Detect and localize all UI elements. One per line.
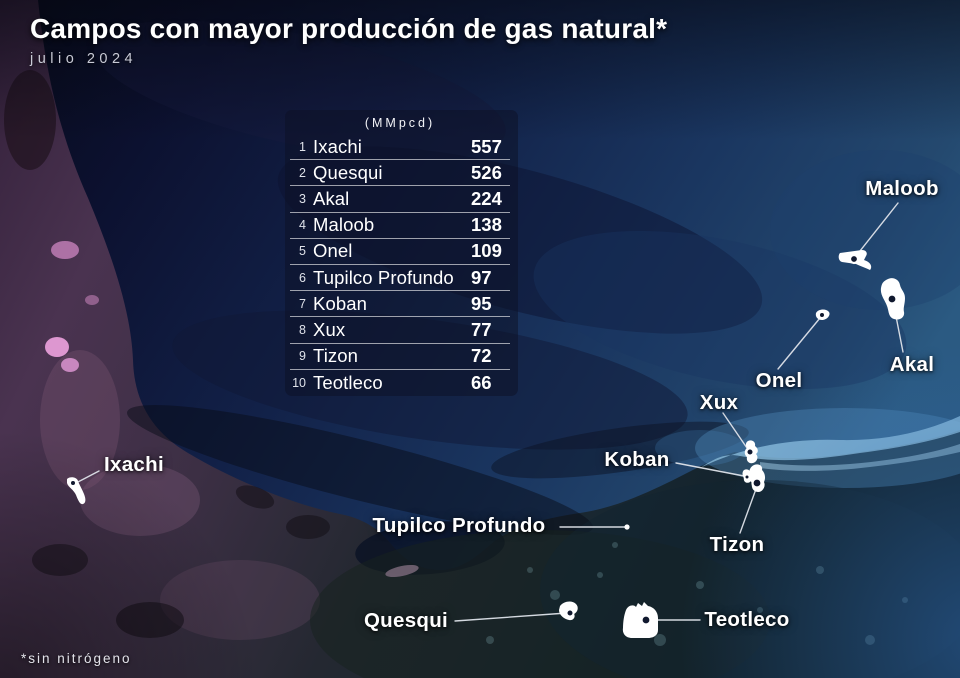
row-field-name: Xux bbox=[313, 318, 346, 340]
table-row: 5 Onel 109 bbox=[290, 239, 510, 265]
table-row: 1 Ixachi 557 bbox=[290, 134, 510, 161]
row-rank: 8 bbox=[299, 322, 306, 337]
map-label-akal: Akal bbox=[889, 353, 935, 376]
row-value: 72 bbox=[471, 345, 492, 367]
table-row: 8 Xux 77 bbox=[290, 317, 510, 344]
leader-line-maloob bbox=[855, 202, 899, 257]
table-row: 4 Maloob 138 bbox=[290, 213, 510, 239]
row-rank: 10 bbox=[292, 375, 306, 390]
map-label-tupilco: Tupilco Profundo bbox=[372, 514, 546, 537]
ring-maloob bbox=[848, 253, 860, 265]
row-value: 77 bbox=[471, 318, 492, 340]
row-rank: 4 bbox=[299, 218, 306, 233]
map-label-ixachi: Ixachi bbox=[104, 453, 164, 476]
ring-teotleco bbox=[640, 614, 652, 626]
row-value: 109 bbox=[471, 240, 502, 262]
row-field-name: Onel bbox=[313, 240, 353, 262]
table-row: 10 Teotleco 66 bbox=[290, 370, 510, 396]
table-row: 6 Tupilco Profundo 97 bbox=[290, 265, 510, 292]
row-field-name: Maloob bbox=[313, 214, 375, 236]
row-value: 138 bbox=[471, 214, 502, 236]
row-value: 526 bbox=[471, 161, 502, 183]
row-field-name: Akal bbox=[313, 187, 350, 209]
table-row: 3 Akal 224 bbox=[290, 186, 510, 213]
leader-line-tizon bbox=[739, 488, 757, 534]
row-value: 224 bbox=[471, 187, 502, 209]
page-title: Campos con mayor producción de gas natur… bbox=[30, 13, 668, 44]
ring-tizon bbox=[751, 477, 763, 489]
field-ring-markers bbox=[69, 253, 898, 626]
table-row: 9 Tizon 72 bbox=[290, 344, 510, 370]
row-value: 95 bbox=[471, 292, 492, 314]
ranking-panel: (MMpcd) 1 Ixachi 557 2 Quesqui 526 3 Aka… bbox=[285, 110, 518, 396]
unit-label: (MMpcd) bbox=[364, 116, 436, 130]
field-shapes bbox=[67, 250, 905, 638]
row-value: 66 bbox=[471, 371, 492, 393]
row-field-name: Teotleco bbox=[313, 371, 383, 393]
row-field-name: Ixachi bbox=[313, 135, 362, 157]
leader-line-koban bbox=[675, 462, 745, 477]
map-label-teotleco: Teotleco bbox=[704, 608, 790, 631]
row-field-name: Tupilco Profundo bbox=[313, 266, 454, 288]
row-rank: 1 bbox=[299, 139, 306, 154]
leader-line-ixachi bbox=[75, 470, 100, 484]
row-rank: 6 bbox=[299, 270, 306, 285]
ring-koban bbox=[743, 473, 751, 481]
ring-quesqui bbox=[565, 608, 575, 618]
footnote: *sin nitrógeno bbox=[21, 651, 132, 666]
map-label-xux: Xux bbox=[699, 391, 739, 414]
leader-line-quesqui bbox=[454, 612, 568, 622]
leader-lines bbox=[75, 202, 904, 622]
ring-xux bbox=[745, 447, 755, 457]
row-field-name: Koban bbox=[313, 292, 367, 314]
row-rank: 9 bbox=[299, 349, 306, 364]
row-rank: 3 bbox=[299, 191, 306, 206]
table-row: 7 Koban 95 bbox=[290, 291, 510, 318]
row-rank: 2 bbox=[299, 165, 306, 180]
subtitle-date: julio 2024 bbox=[30, 51, 138, 67]
row-rank: 5 bbox=[299, 244, 306, 259]
map-label-tizon: Tizon bbox=[709, 533, 765, 556]
row-rank: 7 bbox=[299, 296, 306, 311]
ring-akal bbox=[886, 293, 898, 305]
row-value: 557 bbox=[471, 135, 502, 157]
map-label-maloob: Maloob bbox=[865, 177, 939, 200]
ring-ixachi bbox=[69, 479, 77, 487]
table-row: 2 Quesqui 526 bbox=[290, 160, 510, 187]
ring-onel bbox=[818, 311, 826, 319]
row-field-name: Tizon bbox=[313, 345, 359, 367]
map-label-koban: Koban bbox=[604, 448, 670, 471]
map-label-onel: Onel bbox=[755, 369, 803, 392]
field-dot-tupilco bbox=[624, 524, 630, 530]
header: Campos con mayor producción de gas natur… bbox=[30, 13, 667, 67]
map-label-quesqui: Quesqui bbox=[363, 609, 449, 632]
row-value: 97 bbox=[471, 266, 492, 288]
row-field-name: Quesqui bbox=[313, 161, 383, 183]
leader-line-xux bbox=[722, 412, 748, 449]
leader-line-onel bbox=[777, 317, 821, 370]
